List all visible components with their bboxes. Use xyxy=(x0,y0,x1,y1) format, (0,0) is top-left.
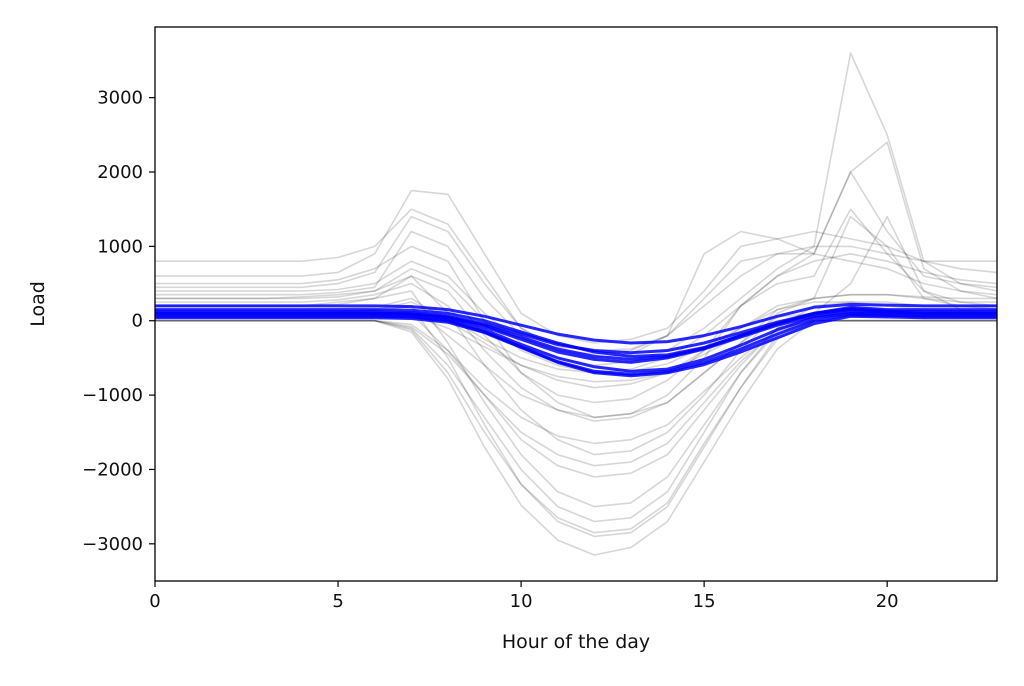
x-tick-label: 20 xyxy=(876,591,899,612)
highlighted-profile-line xyxy=(155,313,997,376)
x-tick-label: 10 xyxy=(510,591,533,612)
profile-line xyxy=(155,319,997,556)
highlighted-profile-line xyxy=(155,302,997,345)
y-axis-label: Load xyxy=(27,281,49,327)
y-tick-label: −2000 xyxy=(82,459,143,480)
profile-line xyxy=(155,275,997,456)
y-tick-label: −1000 xyxy=(82,385,143,406)
highlighted-profile-line xyxy=(155,314,997,378)
x-tick-label: 5 xyxy=(332,591,343,612)
profile-line xyxy=(155,319,997,445)
y-tick-label: 0 xyxy=(132,311,143,332)
x-axis-label: Hour of the day xyxy=(502,631,650,653)
profile-line xyxy=(155,319,997,467)
y-tick-label: 1000 xyxy=(97,236,143,257)
profile-line xyxy=(155,189,997,344)
highlighted-profile-line xyxy=(155,311,997,373)
series-lines xyxy=(155,52,997,556)
x-axis-ticks: 0 5 10 15 20 xyxy=(149,581,899,612)
y-tick-label: −3000 xyxy=(82,534,143,555)
y-axis-ticks: −3000 −2000 −1000 0 1000 2000 3000 xyxy=(82,88,155,555)
highlighted-profile-line xyxy=(155,308,997,361)
profile-line xyxy=(155,245,997,419)
y-tick-label: 3000 xyxy=(97,88,143,109)
profile-line xyxy=(155,319,997,523)
x-tick-label: 15 xyxy=(693,591,716,612)
y-tick-label: 2000 xyxy=(97,162,143,183)
profile-line xyxy=(155,305,997,538)
x-tick-label: 0 xyxy=(149,591,160,612)
profile-line xyxy=(155,319,997,534)
profile-line xyxy=(155,282,997,422)
plot-frame xyxy=(154,26,998,582)
